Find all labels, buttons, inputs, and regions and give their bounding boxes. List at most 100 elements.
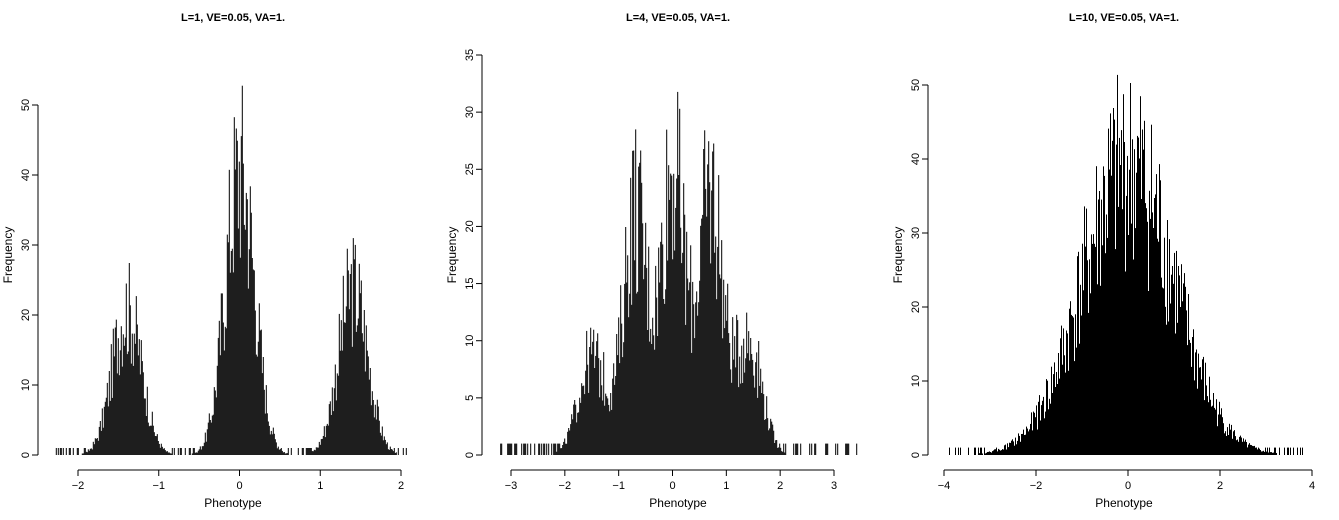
histogram-bar <box>1194 380 1195 455</box>
histogram-bar <box>93 444 95 455</box>
histogram-bar <box>551 443 553 455</box>
histogram-bar <box>106 382 108 455</box>
histogram-bar <box>722 338 724 455</box>
histogram-bar <box>105 397 107 455</box>
histogram-bar <box>1227 427 1228 455</box>
histogram-bar <box>1270 452 1271 455</box>
histogram-bar <box>208 413 210 455</box>
histogram-bar <box>949 447 950 455</box>
histogram-bar <box>527 443 529 455</box>
histogram-bar <box>589 347 591 455</box>
histogram-bar <box>1208 402 1209 455</box>
histogram-bar <box>199 446 201 455</box>
histogram-bar <box>160 443 162 455</box>
histogram-bar <box>1152 212 1153 455</box>
histogram-bar <box>1195 352 1196 455</box>
histogram-bar <box>625 227 627 455</box>
histogram-bar <box>383 436 385 455</box>
histogram-bar <box>1287 447 1288 455</box>
histogram-bar <box>774 443 776 455</box>
histogram-bar <box>988 451 989 455</box>
histogram-bar <box>762 381 764 455</box>
histogram-bar <box>758 341 760 455</box>
histogram-bar <box>171 448 173 455</box>
y-tick-label: 20 <box>910 301 922 313</box>
histogram-bar <box>317 447 319 455</box>
histogram-bar <box>772 424 774 455</box>
histogram-bar <box>1008 447 1009 455</box>
histogram-bar <box>358 263 360 455</box>
histogram-bar <box>1000 450 1001 455</box>
histogram-bar <box>643 279 645 455</box>
histogram-bar <box>708 141 710 455</box>
histogram-bar <box>725 295 727 455</box>
histogram-bar <box>1123 94 1124 455</box>
histogram-bar <box>1094 243 1095 455</box>
histogram-bar <box>777 447 779 455</box>
histogram-bar <box>669 199 671 455</box>
histogram-bar <box>1074 361 1075 455</box>
histogram-bar <box>1037 429 1038 455</box>
histogram-bar <box>1117 74 1118 456</box>
histogram-bar <box>719 274 721 455</box>
histogram-bar <box>1253 446 1254 455</box>
histogram-bar <box>543 443 545 455</box>
histogram-bar <box>682 252 684 455</box>
histogram-bar <box>700 225 702 455</box>
histogram-bar <box>99 421 101 455</box>
histogram-bar <box>510 443 512 455</box>
histogram-bar <box>1124 142 1125 455</box>
histogram-bar <box>1098 199 1099 455</box>
histogram-bar <box>655 265 657 455</box>
histogram-bar <box>312 451 314 455</box>
histogram-bar <box>1082 243 1083 455</box>
histogram-bar <box>608 404 610 455</box>
histogram-bar <box>1078 251 1079 455</box>
histogram-bar <box>690 245 692 455</box>
histogram-bar <box>663 299 665 455</box>
histogram-bar <box>1236 440 1237 455</box>
histogram-bar <box>319 444 321 455</box>
histogram-bar <box>1112 140 1113 456</box>
histogram-bar <box>343 322 345 455</box>
histogram-bar <box>616 334 618 455</box>
histogram-bar <box>377 406 379 455</box>
histogram-bar <box>1047 380 1048 455</box>
histogram-bar <box>297 448 299 455</box>
histogram-bar <box>1059 378 1060 455</box>
histogram-bar <box>530 443 532 455</box>
histogram-bar <box>97 440 99 455</box>
histogram-bar <box>1030 423 1031 455</box>
histogram-bar <box>1234 430 1235 455</box>
histogram-bar <box>302 448 304 455</box>
histogram-bar <box>349 274 351 455</box>
histogram-bar <box>359 293 361 455</box>
histogram-bar <box>736 314 738 455</box>
histogram-bar <box>740 383 742 455</box>
histogram-bar <box>1210 399 1211 455</box>
histogram-bar <box>76 448 78 455</box>
histogram-bar <box>110 344 112 455</box>
histogram-bar <box>1202 359 1203 455</box>
histogram-bar <box>197 450 199 455</box>
histogram-bar <box>1111 175 1112 455</box>
histogram-bar <box>605 393 607 455</box>
histogram-bar <box>1235 436 1236 455</box>
histogram-bar <box>230 251 232 455</box>
histogram-bar <box>55 448 57 455</box>
histogram-bar <box>701 218 703 455</box>
histogram-bar <box>1031 412 1032 455</box>
histogram-bar <box>1048 409 1049 455</box>
histogram-bar <box>579 397 581 455</box>
histogram-bar <box>593 329 595 455</box>
histogram-bar <box>1087 260 1088 455</box>
histogram-bar <box>779 443 781 455</box>
histogram-bar <box>1058 353 1059 455</box>
histogram-bar <box>1041 405 1042 455</box>
histogram-bar <box>202 446 204 455</box>
histogram-bar <box>1268 452 1269 455</box>
histogram-bar <box>258 303 260 455</box>
histogram-bar <box>1051 366 1052 455</box>
histogram-bar <box>1241 437 1242 455</box>
histogram-bar <box>1038 401 1039 455</box>
